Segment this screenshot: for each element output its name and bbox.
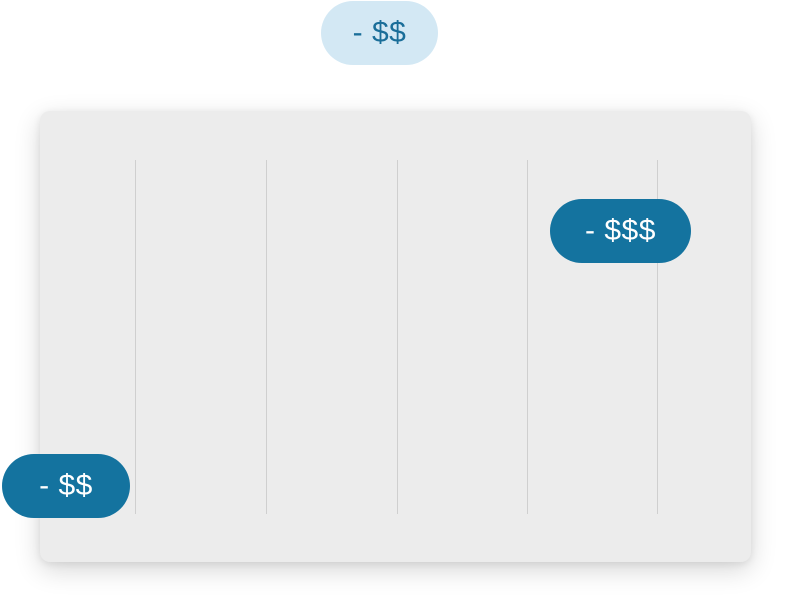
price-badge-top[interactable]: - $$	[321, 1, 438, 65]
price-badge-left[interactable]: - $$	[2, 454, 130, 518]
column-divider	[266, 160, 267, 514]
price-panel	[40, 111, 751, 562]
column-divider	[397, 160, 398, 514]
column-divider	[135, 160, 136, 514]
column-divider	[527, 160, 528, 514]
price-badge-right[interactable]: - $$$	[550, 199, 691, 263]
column-divider	[657, 160, 658, 514]
